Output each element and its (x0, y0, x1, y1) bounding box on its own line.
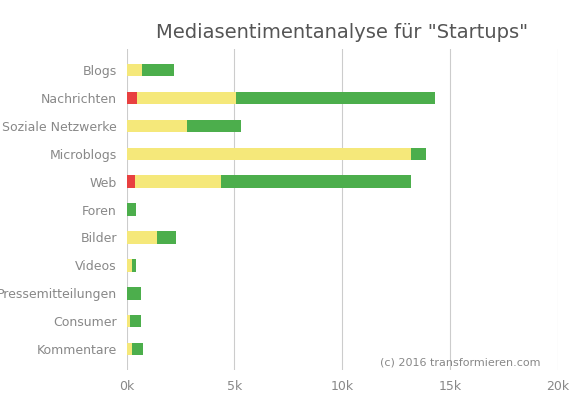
Bar (130, 315, 140, 328)
Bar (411, 148, 426, 160)
Bar (126, 315, 130, 328)
Text: (c) 2016 transformieren.com: (c) 2016 transformieren.com (381, 358, 541, 368)
Bar (137, 92, 236, 104)
Bar (156, 231, 176, 244)
Bar (141, 64, 174, 76)
Bar (126, 343, 132, 356)
Bar (132, 259, 136, 272)
Bar (126, 259, 132, 272)
Title: Mediasentimentanalyse für "Startups": Mediasentimentanalyse für "Startups" (156, 23, 528, 42)
Bar (187, 120, 241, 132)
Bar (126, 287, 140, 300)
Bar (135, 175, 221, 188)
Bar (126, 64, 141, 76)
Bar (126, 148, 411, 160)
Bar (126, 92, 137, 104)
Bar (236, 92, 435, 104)
Bar (126, 231, 156, 244)
Bar (126, 120, 187, 132)
Bar (132, 343, 143, 356)
Bar (221, 175, 411, 188)
Bar (126, 203, 136, 216)
Bar (126, 175, 135, 188)
